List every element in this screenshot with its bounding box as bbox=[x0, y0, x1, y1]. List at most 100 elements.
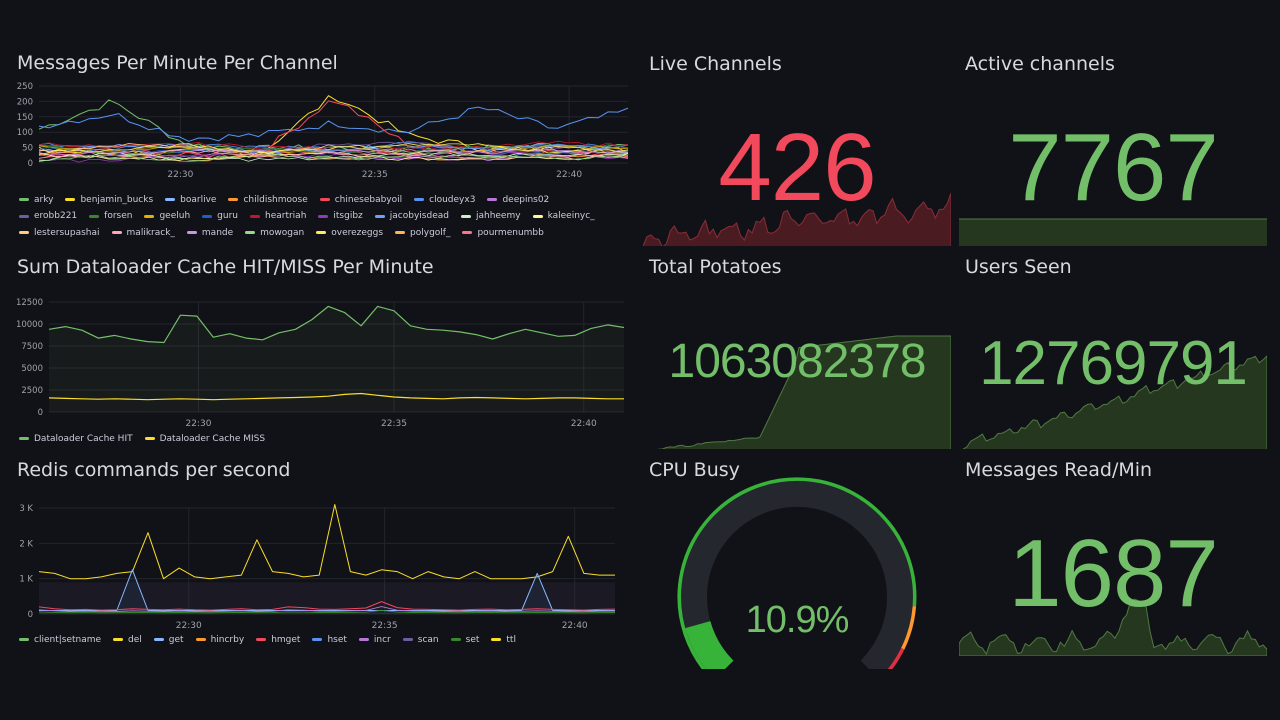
legend-label: childishmoose bbox=[243, 194, 308, 205]
legend-item[interactable]: Dataloader Cache HIT bbox=[19, 431, 133, 447]
users-seen-stat[interactable]: Users Seen 12769791 bbox=[959, 246, 1267, 453]
legend-item[interactable]: kaleeinyc_ bbox=[532, 208, 595, 224]
sparkline bbox=[959, 355, 1267, 453]
legend-swatch bbox=[165, 198, 176, 201]
y-tick-label: 5000 bbox=[21, 364, 43, 374]
legend-label: arky bbox=[34, 194, 54, 205]
legend-item[interactable]: pourmenumbb bbox=[462, 225, 544, 240]
legend-item[interactable]: hset bbox=[312, 632, 347, 648]
sparkline bbox=[959, 598, 1267, 656]
series-line bbox=[38, 504, 615, 580]
legend-item[interactable]: get bbox=[153, 632, 184, 648]
legend-item[interactable]: set bbox=[450, 632, 479, 648]
y-tick-label: 0 bbox=[28, 610, 33, 620]
sparkline bbox=[959, 218, 1267, 250]
legend-label: jacobyisdead bbox=[389, 211, 449, 221]
legend-item[interactable]: scan bbox=[402, 632, 439, 648]
x-tick-label: 22:40 bbox=[562, 621, 588, 631]
stat-value: 1063082378 bbox=[668, 335, 927, 388]
legend-item[interactable]: guru bbox=[202, 208, 238, 224]
legend-item[interactable]: heartriah bbox=[250, 208, 306, 224]
gauge-fill bbox=[685, 620, 734, 669]
legend-swatch bbox=[402, 638, 413, 641]
legend-swatch bbox=[144, 437, 155, 440]
total-potatoes-stat[interactable]: Total Potatoes 1063082378 bbox=[643, 246, 951, 453]
legend-item[interactable]: malikrack_ bbox=[111, 225, 175, 240]
legend-item[interactable]: hincrby bbox=[195, 632, 244, 648]
gauge-threshold bbox=[899, 605, 917, 650]
active-channels-stat[interactable]: Active channels 7767 bbox=[959, 43, 1267, 250]
x-tick-label: 22:30 bbox=[176, 621, 202, 631]
series-line bbox=[38, 609, 616, 614]
gauge-threshold bbox=[885, 647, 905, 669]
legend-item[interactable]: geeluh bbox=[144, 208, 190, 224]
legend-item[interactable]: jacobyisdead bbox=[374, 208, 449, 224]
chart-legend: arky benjamin_bucks boarlive childishmoose c… bbox=[19, 191, 631, 239]
legend-item[interactable]: cloudeyx3 bbox=[414, 192, 475, 208]
series-line bbox=[38, 601, 616, 611]
legend-item[interactable]: boarlive bbox=[165, 192, 216, 208]
cpu-busy-gauge[interactable]: CPU Busy 10.9% bbox=[643, 449, 951, 669]
live-channels-stat[interactable]: Live Channels 426 bbox=[643, 43, 951, 250]
legend-item[interactable]: arky bbox=[19, 192, 53, 208]
legend-item[interactable]: itsgibz bbox=[318, 208, 363, 224]
legend-item[interactable]: mande bbox=[186, 225, 233, 240]
legend-item[interactable]: polygolf_ bbox=[395, 225, 450, 240]
legend-swatch bbox=[202, 214, 213, 218]
x-tick-label: 22:35 bbox=[381, 419, 407, 429]
legend-swatch bbox=[195, 638, 206, 641]
legend-item[interactable]: client|setname bbox=[19, 632, 101, 648]
legend-label: erobb221 bbox=[34, 211, 78, 221]
y-tick-label: 2 K bbox=[19, 539, 33, 549]
legend-item[interactable]: incr bbox=[358, 632, 391, 648]
series-line bbox=[38, 143, 629, 154]
messages-read-stat[interactable]: Messages Read/Min 1687 bbox=[959, 449, 1267, 656]
dataloader-cache-panel[interactable]: Sum Dataloader Cache HIT/MISS Per Minute… bbox=[11, 246, 633, 449]
series-area bbox=[49, 306, 624, 412]
legend-label: jahheemy bbox=[475, 211, 521, 221]
legend-item[interactable]: overezeggs bbox=[316, 225, 383, 240]
y-tick-label: 200 bbox=[17, 97, 33, 107]
legend-item[interactable]: chinesebabyoil bbox=[319, 192, 402, 208]
legend-item[interactable]: lestersupashai bbox=[19, 225, 100, 240]
x-tick-label: 22:35 bbox=[372, 621, 398, 631]
legend-swatch bbox=[19, 214, 29, 218]
legend-item[interactable]: childishmoose bbox=[228, 192, 308, 208]
panel-title: Active channels bbox=[965, 53, 1115, 75]
legend-item[interactable]: benjamin_bucks bbox=[65, 192, 153, 208]
legend-swatch bbox=[228, 198, 239, 201]
y-tick-label: 0 bbox=[38, 408, 43, 418]
legend-item[interactable]: erobb221 bbox=[19, 208, 77, 224]
legend-label: geeluh bbox=[159, 211, 191, 221]
y-tick-label: 100 bbox=[17, 128, 33, 138]
legend-swatch bbox=[19, 638, 29, 641]
legend-swatch bbox=[19, 231, 29, 234]
legend-item[interactable]: ttl bbox=[491, 632, 516, 648]
legend-item[interactable]: Dataloader Cache MISS bbox=[144, 431, 265, 447]
legend-swatch bbox=[250, 214, 260, 218]
legend-item[interactable]: mowogan bbox=[245, 225, 304, 240]
legend-swatch bbox=[319, 198, 330, 201]
legend-swatch bbox=[487, 198, 498, 201]
legend-swatch bbox=[65, 198, 76, 201]
legend-label: kaleeinyc_ bbox=[547, 211, 595, 221]
messages-per-minute-panel[interactable]: Messages Per Minute Per Channel 250 200 15… bbox=[11, 0, 633, 246]
legend-item[interactable]: hmget bbox=[256, 632, 300, 648]
legend-swatch bbox=[89, 214, 100, 218]
legend-item[interactable]: jahheemy bbox=[460, 208, 521, 224]
gauge-track bbox=[681, 480, 913, 669]
legend-item[interactable]: deepins02 bbox=[487, 192, 549, 208]
legend-swatch bbox=[395, 231, 406, 234]
legend-label: Dataloader Cache HIT bbox=[34, 433, 133, 444]
legend-item[interactable]: del bbox=[113, 632, 142, 648]
legend-label: hmget bbox=[271, 634, 301, 645]
series-line bbox=[38, 606, 616, 613]
redis-commands-panel[interactable]: Redis commands per second 3 K 2 K 1 K 0 22:3… bbox=[11, 449, 633, 669]
legend-item[interactable]: forsen bbox=[89, 208, 132, 224]
legend-swatch bbox=[374, 214, 385, 218]
legend-swatch bbox=[460, 214, 471, 218]
legend-swatch bbox=[414, 198, 425, 201]
panel-title: Live Channels bbox=[649, 53, 782, 75]
legend-label: forsen bbox=[104, 211, 133, 221]
legend-label: guru bbox=[217, 211, 238, 221]
